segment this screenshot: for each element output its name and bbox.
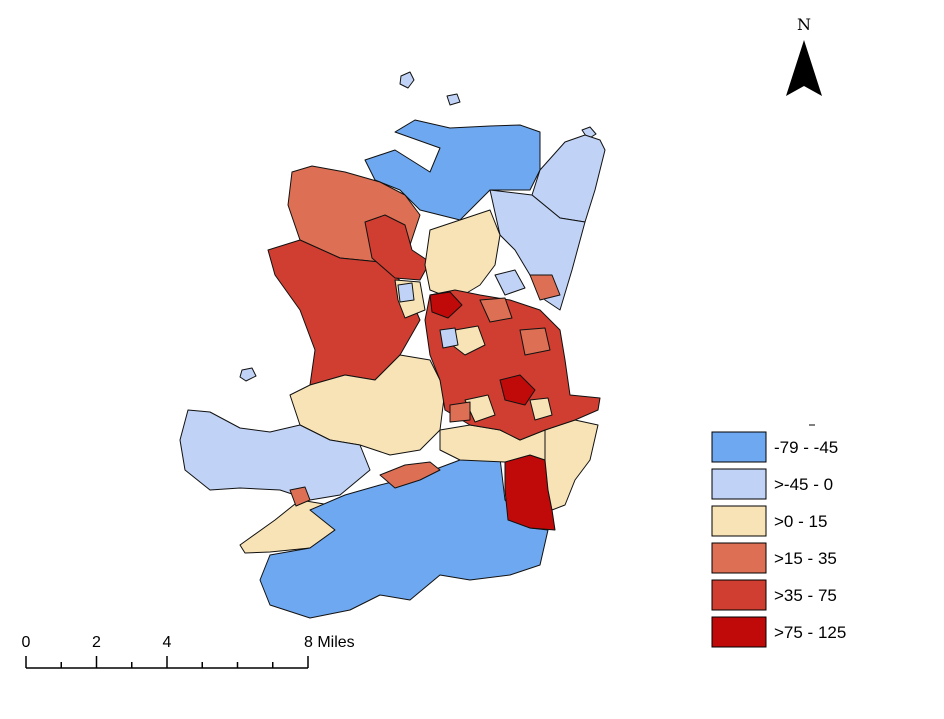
- legend-label: -79 - -45: [774, 438, 838, 457]
- region-urban-orange-1: [479, 297, 513, 323]
- region-south: [259, 457, 549, 619]
- region-north: [364, 119, 541, 221]
- region-urban-yellow-4: [529, 397, 553, 421]
- region-urban-yellow-2: [464, 394, 496, 423]
- region-urban-blue-2: [494, 269, 526, 296]
- region-far-west: [179, 409, 371, 501]
- legend-swatch: [711, 505, 767, 537]
- region-urban-orange-4: [529, 274, 561, 301]
- legend-swatch: [711, 616, 767, 648]
- legend-label: >35 - 75: [774, 586, 837, 605]
- legend: -79 - -45 >-45 - 0 >0 - 15 >15 - 35 >35 - 75…: [711, 431, 846, 648]
- region-small-orange: [289, 486, 311, 507]
- scale-label: 4: [163, 634, 172, 651]
- region-island: [239, 367, 257, 382]
- legend-swatch: [711, 431, 767, 463]
- region-south-band: [379, 461, 441, 489]
- region-urban-blue-1: [439, 327, 459, 349]
- region-island: [446, 93, 461, 106]
- region-urban-dark-2: [499, 374, 536, 406]
- legend-item: >15 - 35: [711, 542, 837, 574]
- legend-item: >35 - 75: [711, 579, 837, 611]
- legend-item: -79 - -45: [711, 431, 838, 463]
- scale-label: 2: [92, 634, 101, 651]
- legend-swatch: [711, 579, 767, 611]
- region-urban-orange-3: [449, 401, 471, 423]
- legend-swatch: [711, 468, 767, 500]
- region-urban-orange-2: [519, 327, 551, 356]
- scale-label: 8 Miles: [304, 634, 355, 651]
- legend-item: >75 - 125: [711, 616, 846, 648]
- legend-label: >75 - 125: [774, 623, 846, 642]
- region-central-north: [424, 209, 501, 301]
- region-island: [399, 71, 415, 89]
- legend-swatch: [711, 542, 767, 574]
- scale-bar: 0 2 4 8 Miles: [22, 634, 355, 669]
- legend-label: >15 - 35: [774, 549, 837, 568]
- north-label: N: [797, 15, 811, 34]
- legend-label: >0 - 15: [774, 512, 827, 531]
- region-urban-dark-1: [429, 291, 463, 319]
- legend-label: >-45 - 0: [774, 475, 833, 494]
- north-arrow: N: [786, 15, 822, 96]
- scale-label: 0: [22, 634, 31, 651]
- region-southeast-coast: [544, 419, 599, 511]
- region-urban-blue-3: [397, 282, 415, 303]
- map-regions: [179, 71, 606, 619]
- region-east: [489, 189, 586, 311]
- north-arrow-icon: [786, 40, 822, 96]
- legend-item: >0 - 15: [711, 505, 827, 537]
- legend-item: >-45 - 0: [711, 468, 833, 500]
